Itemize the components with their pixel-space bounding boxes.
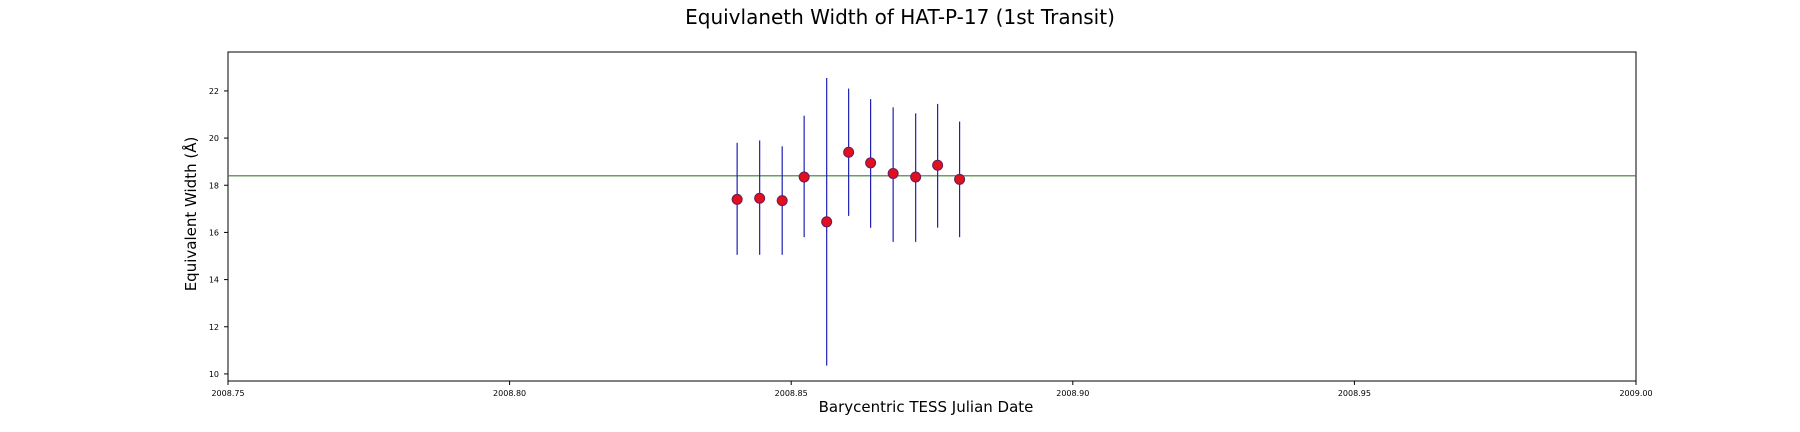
data-point (843, 146, 855, 158)
data-point (865, 157, 877, 169)
data-point (776, 195, 788, 207)
x-tick-label: 2008.75 (211, 389, 244, 398)
data-point (731, 193, 743, 205)
errorbars-group (736, 77, 961, 366)
points-group (731, 146, 966, 228)
chart-title: Equivlaneth Width of HAT-P-17 (1st Trans… (685, 5, 1115, 29)
data-point (887, 167, 899, 179)
data-point (910, 171, 922, 183)
x-tick-label: 2008.90 (1056, 389, 1089, 398)
x-tick-label: 2008.80 (493, 389, 526, 398)
y-tick-label: 22 (209, 87, 219, 96)
data-point (821, 216, 833, 228)
data-point (754, 192, 766, 204)
data-point (932, 159, 944, 171)
y-tick-label: 14 (209, 276, 219, 285)
y-tick-label: 16 (209, 228, 219, 237)
data-point (798, 171, 810, 183)
y-tick-label: 18 (209, 181, 219, 190)
y-tick-label: 12 (209, 323, 219, 332)
y-tick-label: 20 (209, 134, 219, 143)
data-point (954, 173, 966, 185)
x-ticks: 2008.75 2008.80 2008.85 2008.90 2008.95 2009.… (211, 381, 1653, 398)
x-tick-label: 2009.00 (1619, 389, 1652, 398)
x-tick-label: 2008.95 (1338, 389, 1371, 398)
plot-area (227, 51, 1637, 382)
y-axis-label: Equivalent Width (Å) (181, 137, 200, 292)
y-tick-label: 10 (209, 370, 219, 379)
y-ticks: 10 12 14 16 18 20 22 (209, 87, 228, 379)
x-tick-label: 2008.85 (775, 389, 808, 398)
plot-frame (227, 51, 1637, 382)
x-axis-label: Barycentric TESS Julian Date (819, 398, 1034, 416)
